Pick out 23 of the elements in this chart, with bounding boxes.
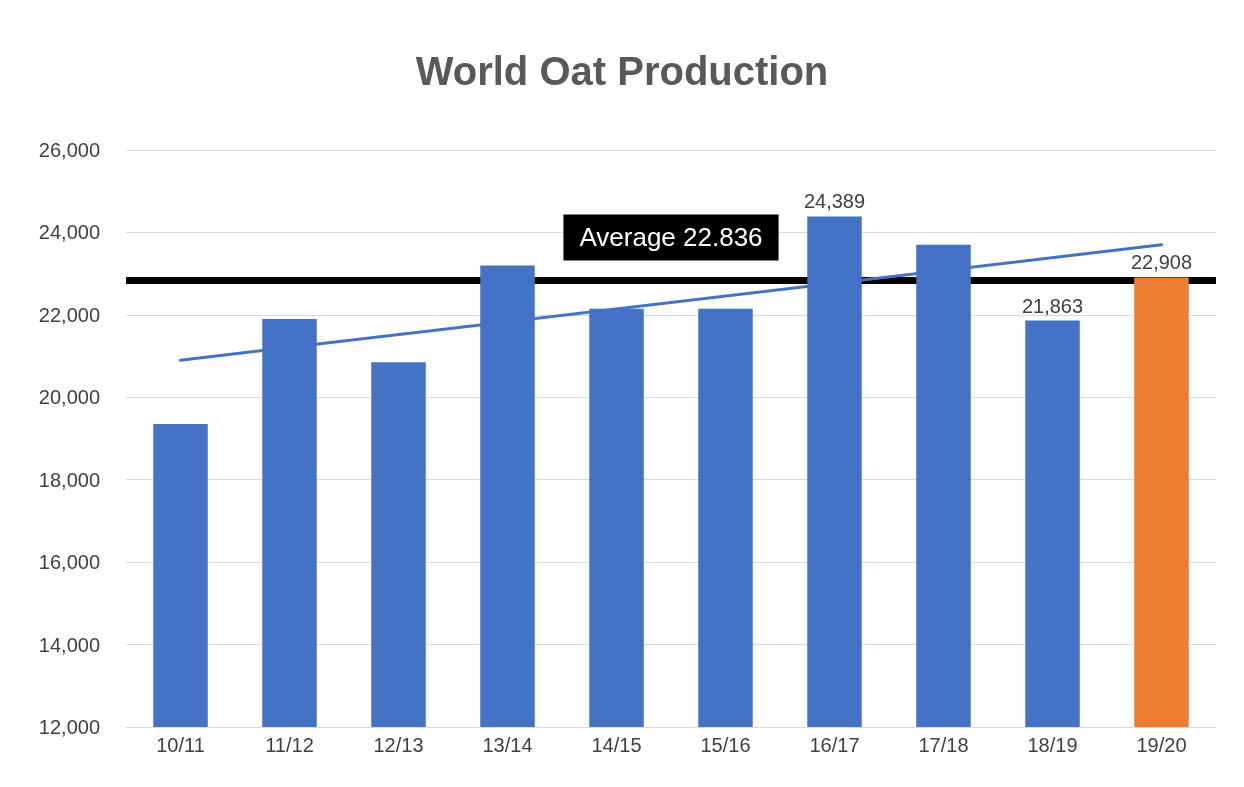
y-tick-label: 14,000 [38,633,100,656]
data-label: 21,863 [1021,294,1084,317]
y-tick-label: 16,000 [38,551,100,574]
x-tick-label: 18/19 [1027,734,1078,756]
y-tick-label: 24,000 [38,221,100,244]
y-tick-label: 18,000 [38,468,100,491]
x-tick-label: 14/15 [591,734,642,756]
x-tick-label: 15/16 [700,734,751,756]
y-tick-label: 12,000 [38,716,100,738]
ref-line-label: Average 22.836 [579,222,763,253]
x-tick-label: 17/18 [918,734,969,756]
x-tick-label: 13/14 [482,734,533,756]
x-tick-label: 16/17 [809,734,860,756]
data-label: 24,389 [803,190,866,213]
y-tick-label: 22,000 [38,303,100,326]
x-tick-label: 11/12 [265,734,314,756]
chart-title: World Oat Production [415,49,829,93]
x-tick-label: 10/11 [156,734,205,756]
y-tick-label: 20,000 [38,386,100,409]
y-tick-label: 26,000 [38,139,100,161]
x-tick-label: 19/20 [1136,734,1187,756]
x-tick-label: 12/13 [373,734,424,756]
data-label: 22,908 [1130,251,1193,274]
